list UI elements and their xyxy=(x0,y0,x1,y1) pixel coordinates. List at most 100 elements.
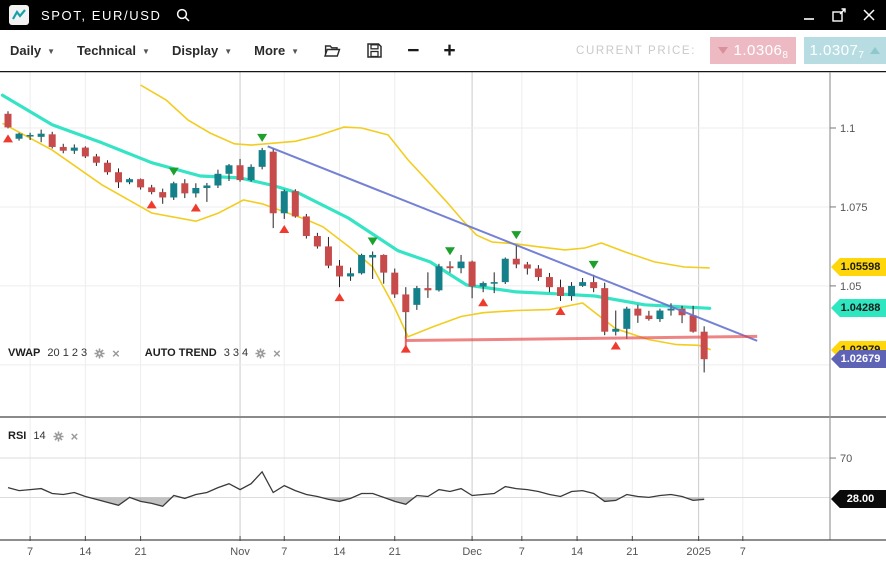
close-icon[interactable]: × xyxy=(273,345,281,361)
candle xyxy=(137,179,145,188)
x-axis-tick-label: 7 xyxy=(27,546,33,558)
rsi-indicator-label: RSI 14 × xyxy=(8,428,79,444)
menu-more-label: More xyxy=(254,43,286,58)
candle xyxy=(313,236,321,247)
rsi-params: 14 xyxy=(33,430,46,442)
price-level-badge: 1.05598 xyxy=(831,258,886,276)
sell-signal-triangle-icon xyxy=(588,260,599,269)
candle xyxy=(336,265,343,277)
buy-signal-triangle-icon xyxy=(190,203,201,212)
bid-price-pip: 8 xyxy=(782,50,789,61)
x-axis-tick-label: 7 xyxy=(519,546,525,558)
buy-signal-triangle-icon xyxy=(279,224,290,233)
candle xyxy=(181,183,189,194)
x-axis-tick-label: 7 xyxy=(740,546,746,558)
candle xyxy=(59,146,67,151)
buy-signal-triangle-icon xyxy=(334,293,345,302)
candle xyxy=(126,179,134,183)
popout-icon[interactable] xyxy=(826,4,852,26)
x-axis-tick-label: Dec xyxy=(462,546,482,558)
candle xyxy=(358,254,366,274)
x-axis-tick-label: 14 xyxy=(333,546,345,558)
bollinger-upper-band-line xyxy=(140,84,710,269)
vwap-name: VWAP xyxy=(8,347,41,359)
rsi-oversold-fill xyxy=(89,497,705,507)
candle xyxy=(689,315,697,332)
candle xyxy=(214,173,222,186)
candle xyxy=(236,165,244,181)
auto-trend-params: 3 3 4 xyxy=(223,347,249,359)
candle xyxy=(247,166,255,181)
y-axis-tick-label: 1.075 xyxy=(840,202,868,214)
auto-trend-support-line xyxy=(405,334,758,343)
menu-display-label: Display xyxy=(171,43,219,58)
candle xyxy=(115,172,122,183)
candle xyxy=(435,266,443,291)
rsi-axis-tick-label: 70 xyxy=(840,453,852,465)
zoom-in-icon[interactable]: + xyxy=(443,38,456,62)
toolbar: Daily ▼ Technical ▼ Display ▼ More ▼ xyxy=(0,30,886,71)
menu-display[interactable]: Display ▼ xyxy=(172,43,232,58)
candle xyxy=(579,282,587,286)
candle xyxy=(557,287,564,297)
x-axis-tick-label: 14 xyxy=(571,546,583,558)
chevron-down-icon: ▼ xyxy=(224,47,233,56)
close-icon[interactable]: × xyxy=(112,345,120,361)
candle xyxy=(324,246,332,266)
candle xyxy=(148,187,156,193)
candle xyxy=(700,331,708,360)
buy-signal-triangle-icon xyxy=(555,307,566,316)
x-axis-tick-label: 2025 xyxy=(686,546,710,558)
candle xyxy=(203,185,211,189)
candle xyxy=(92,156,100,163)
rsi-line xyxy=(7,470,705,508)
x-axis-tick-label: Nov xyxy=(230,546,250,558)
menu-technical[interactable]: Technical ▼ xyxy=(77,43,150,58)
open-folder-icon[interactable] xyxy=(323,43,342,59)
price-level-badge: 1.02679 xyxy=(831,350,886,368)
menu-daily[interactable]: Daily ▼ xyxy=(10,43,55,58)
candle xyxy=(70,147,78,151)
close-icon[interactable] xyxy=(856,4,882,26)
search-icon[interactable] xyxy=(175,7,191,23)
candle xyxy=(291,191,299,217)
candle xyxy=(490,282,498,284)
buy-signal-triangle-icon xyxy=(3,134,13,143)
candle xyxy=(280,191,288,214)
auto-trend-indicator-label: AUTO TREND 3 3 4 × xyxy=(145,345,281,361)
chart-line-icon xyxy=(9,5,29,25)
close-icon[interactable]: × xyxy=(70,428,79,444)
x-axis-tick-label: 7 xyxy=(281,546,287,558)
buy-signal-triangle-icon xyxy=(610,341,621,350)
candle xyxy=(81,147,89,157)
minimize-icon[interactable] xyxy=(796,4,822,26)
candle xyxy=(457,261,465,269)
arrow-up-icon xyxy=(870,47,881,54)
zoom-out-icon[interactable]: − xyxy=(407,38,420,62)
sell-signal-triangle-icon xyxy=(367,237,378,246)
ask-price-badge: 1.0307 7 xyxy=(804,37,886,64)
candle xyxy=(634,308,642,316)
gear-icon[interactable] xyxy=(255,347,266,359)
candle xyxy=(446,266,454,269)
menu-more[interactable]: More ▼ xyxy=(254,43,299,58)
candle xyxy=(369,254,377,258)
candle xyxy=(601,288,609,332)
x-axis-tick-label: 21 xyxy=(389,546,401,558)
x-axis-tick-label: 14 xyxy=(79,546,91,558)
chevron-down-icon: ▼ xyxy=(47,47,55,56)
candle xyxy=(512,258,520,265)
gear-icon[interactable] xyxy=(53,430,64,442)
price-level-badge: 1.04288 xyxy=(831,299,886,317)
candle xyxy=(667,308,675,311)
gear-icon[interactable] xyxy=(94,347,105,359)
menu-technical-label: Technical xyxy=(77,43,137,58)
title-bar: SPOT, EUR/USD xyxy=(0,0,886,30)
rsi-name: RSI xyxy=(8,430,27,442)
chevron-down-icon: ▼ xyxy=(291,47,300,56)
candle xyxy=(258,150,266,167)
ask-price-pip: 7 xyxy=(858,50,865,61)
save-icon[interactable] xyxy=(366,42,383,59)
vwap-indicator-label: VWAP 20 1 2 3 × xyxy=(8,345,120,361)
